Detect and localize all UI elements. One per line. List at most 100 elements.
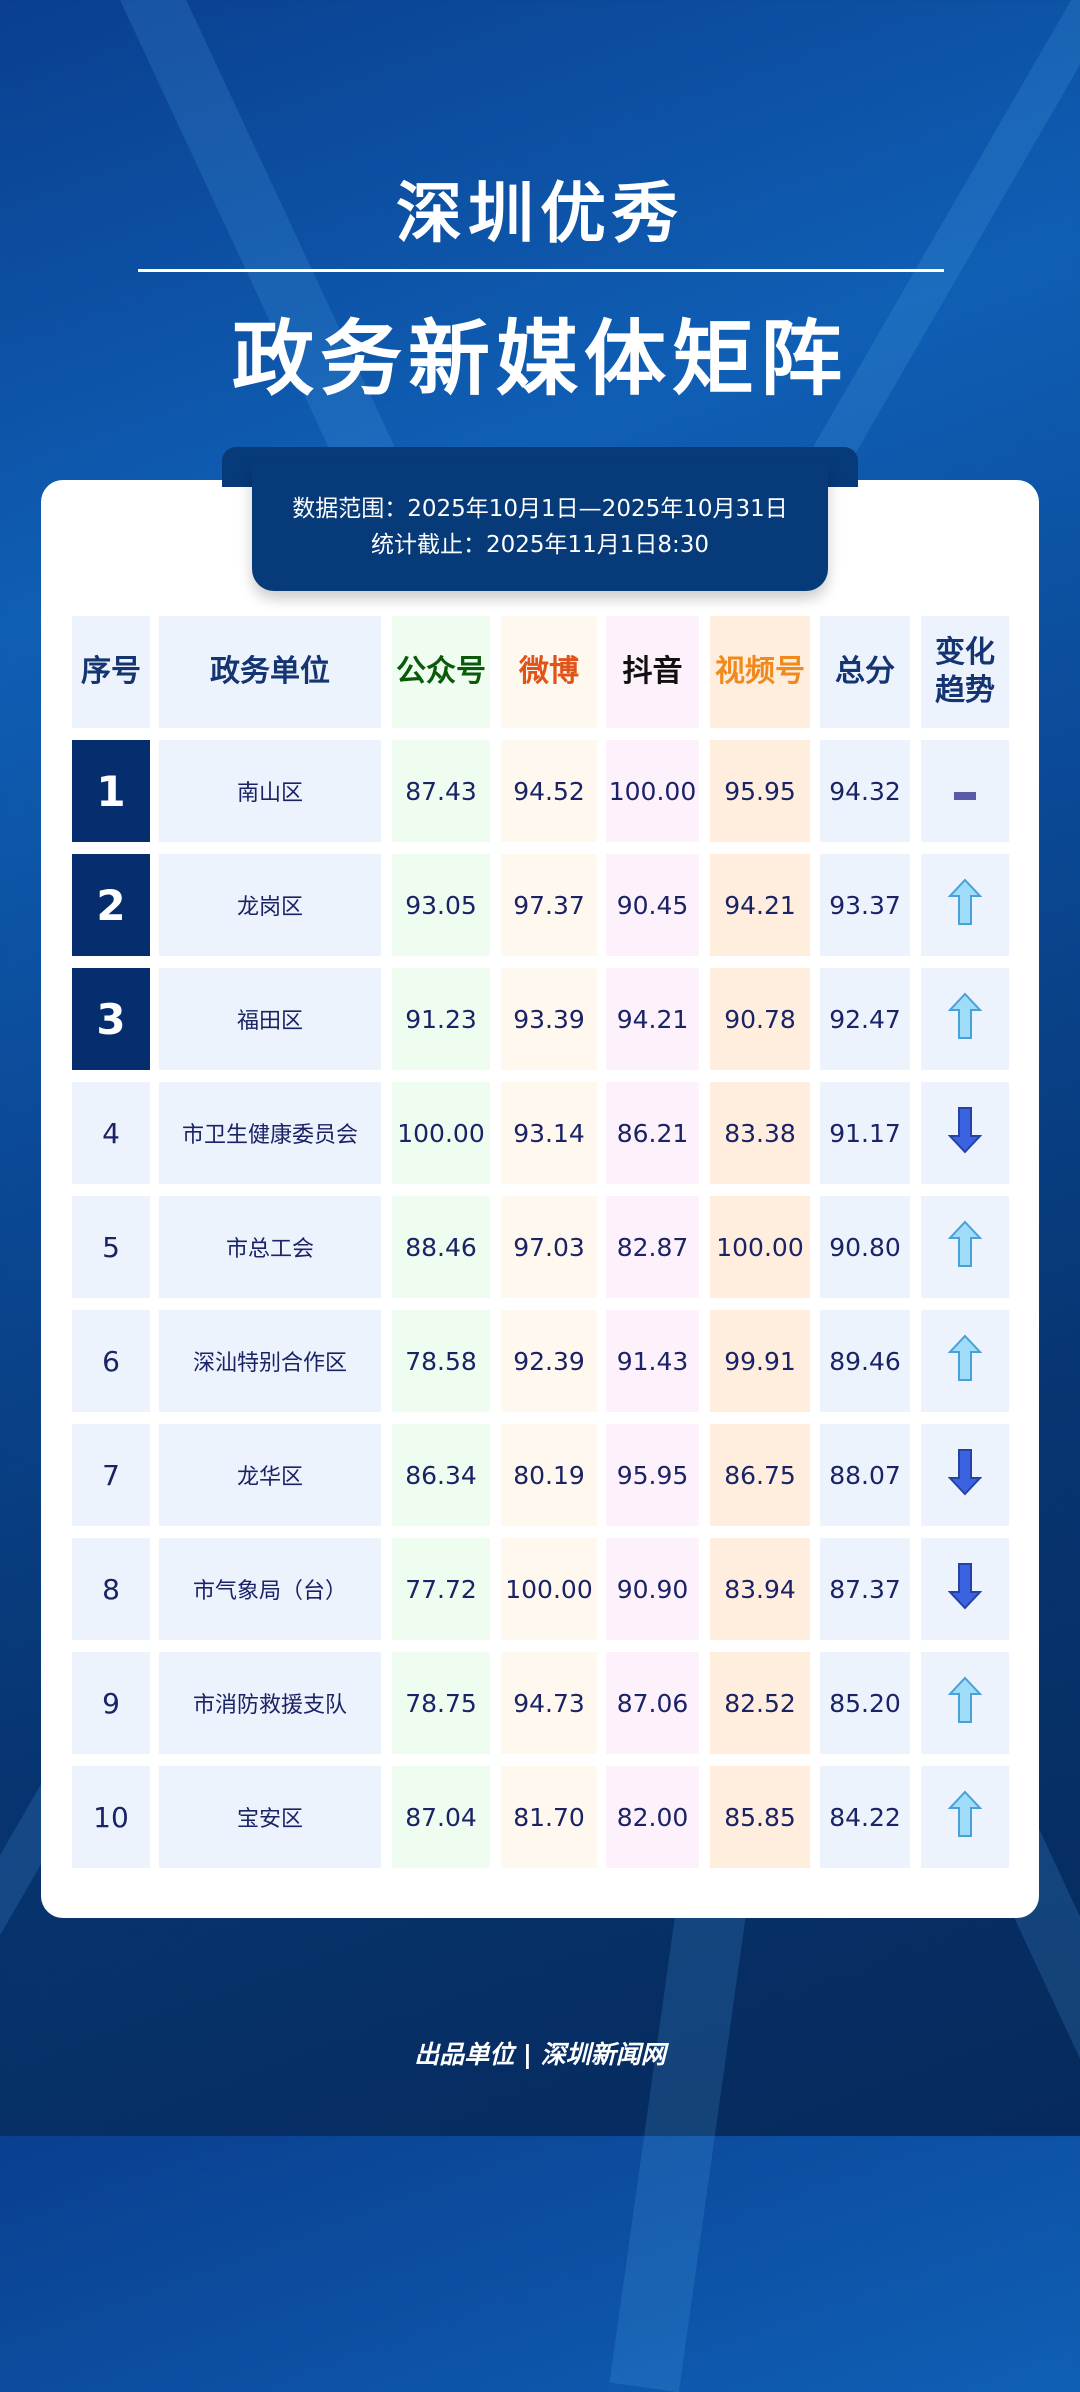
trend-cell	[921, 1196, 1009, 1298]
rank-cell: 8	[72, 1538, 150, 1640]
trend-cell	[921, 1538, 1009, 1640]
unit-cell: 深汕特别合作区	[159, 1310, 381, 1412]
score-cell: 97.37	[501, 854, 597, 956]
score-cell: 86.34	[392, 1424, 490, 1526]
score-cell: 83.94	[710, 1538, 810, 1640]
score-cell: 92.39	[501, 1310, 597, 1412]
score-cell: 87.37	[820, 1538, 910, 1640]
column-header-label: 微博	[519, 654, 579, 689]
arrow-up-icon	[947, 992, 983, 1046]
unit-cell: 市卫生健康委员会	[159, 1082, 381, 1184]
column-header-label: 抖音	[622, 654, 683, 689]
arrow-up-icon	[947, 1334, 983, 1388]
rank-cell: 2	[72, 854, 150, 956]
trend-cell	[921, 968, 1009, 1070]
score-cell: 93.39	[501, 968, 597, 1070]
rank-cell: 1	[72, 740, 150, 842]
arrow-up-icon	[947, 1220, 983, 1274]
column-header: 公众号	[392, 616, 490, 728]
unit-cell: 市气象局（台）	[159, 1538, 381, 1640]
trend-cell	[921, 854, 1009, 956]
column-header-label: 变化趋势	[935, 635, 995, 708]
trend-cell	[921, 1310, 1009, 1412]
score-cell: 97.03	[501, 1196, 597, 1298]
arrow-up-icon	[947, 1676, 983, 1730]
unit-cell: 龙华区	[159, 1424, 381, 1526]
rank-cell: 7	[72, 1424, 150, 1526]
score-cell: 84.22	[820, 1766, 910, 1868]
score-cell: 87.43	[392, 740, 490, 842]
unit-cell: 南山区	[159, 740, 381, 842]
column-header-label: 公众号	[396, 654, 486, 689]
column-header: 微博	[501, 616, 597, 728]
column-header-label: 视频号	[715, 654, 805, 689]
score-cell: 90.78	[710, 968, 810, 1070]
score-cell: 87.06	[606, 1652, 699, 1754]
rank-cell: 4	[72, 1082, 150, 1184]
unit-cell: 福田区	[159, 968, 381, 1070]
score-cell: 95.95	[606, 1424, 699, 1526]
rank-cell: 10	[72, 1766, 150, 1868]
score-cell: 100.00	[606, 740, 699, 842]
rank-cell: 6	[72, 1310, 150, 1412]
score-cell: 89.46	[820, 1310, 910, 1412]
column-header: 抖音	[606, 616, 699, 728]
score-cell: 100.00	[501, 1538, 597, 1640]
info-box: 数据范围：2025年10月1日—2025年10月31日 统计截止：2025年11…	[252, 463, 828, 591]
rank-cell: 5	[72, 1196, 150, 1298]
unit-cell: 宝安区	[159, 1766, 381, 1868]
footer-credit: 出品单位 | 深圳新闻网	[414, 2040, 666, 2069]
column-header: 序号	[72, 616, 150, 728]
column-header: 视频号	[710, 616, 810, 728]
score-cell: 88.46	[392, 1196, 490, 1298]
score-cell: 91.17	[820, 1082, 910, 1184]
trend-cell	[921, 1082, 1009, 1184]
score-cell: 94.21	[606, 968, 699, 1070]
score-cell: 85.20	[820, 1652, 910, 1754]
unit-cell: 市消防救援支队	[159, 1652, 381, 1754]
column-header: 变化趋势	[921, 616, 1009, 728]
column-header-label: 政务单位	[210, 654, 330, 689]
unit-cell: 龙岗区	[159, 854, 381, 956]
score-cell: 92.47	[820, 968, 910, 1070]
score-cell: 82.00	[606, 1766, 699, 1868]
arrow-up-icon	[947, 878, 983, 932]
title-divider	[138, 269, 944, 272]
cutoff-time: 统计截止：2025年11月1日8:30	[370, 532, 710, 558]
dash-icon	[954, 777, 976, 806]
score-cell: 82.52	[710, 1652, 810, 1754]
score-cell: 86.21	[606, 1082, 699, 1184]
title-line1: 深圳优秀	[396, 175, 684, 252]
score-cell: 82.87	[606, 1196, 699, 1298]
arrow-down-icon	[947, 1448, 983, 1502]
column-header-label: 序号	[81, 654, 141, 689]
arrow-down-icon	[947, 1106, 983, 1160]
trend-cell	[921, 1652, 1009, 1754]
arrow-up-icon	[947, 1790, 983, 1844]
data-range: 数据范围：2025年10月1日—2025年10月31日	[292, 496, 788, 522]
score-cell: 90.90	[606, 1538, 699, 1640]
score-cell: 90.45	[606, 854, 699, 956]
score-cell: 88.07	[820, 1424, 910, 1526]
score-cell: 90.80	[820, 1196, 910, 1298]
score-cell: 93.37	[820, 854, 910, 956]
column-header: 政务单位	[159, 616, 381, 728]
score-cell: 86.75	[710, 1424, 810, 1526]
score-cell: 99.91	[710, 1310, 810, 1412]
score-cell: 93.14	[501, 1082, 597, 1184]
score-cell: 95.95	[710, 740, 810, 842]
score-cell: 78.58	[392, 1310, 490, 1412]
score-cell: 100.00	[710, 1196, 810, 1298]
score-cell: 83.38	[710, 1082, 810, 1184]
trend-cell	[921, 740, 1009, 842]
score-cell: 94.52	[501, 740, 597, 842]
score-cell: 91.43	[606, 1310, 699, 1412]
title-line2: 政务新媒体矩阵	[231, 312, 848, 407]
score-cell: 80.19	[501, 1424, 597, 1526]
arrow-down-icon	[947, 1562, 983, 1616]
score-cell: 77.72	[392, 1538, 490, 1640]
rank-cell: 3	[72, 968, 150, 1070]
score-cell: 94.21	[710, 854, 810, 956]
score-cell: 87.04	[392, 1766, 490, 1868]
column-header-label: 总分	[835, 654, 895, 689]
